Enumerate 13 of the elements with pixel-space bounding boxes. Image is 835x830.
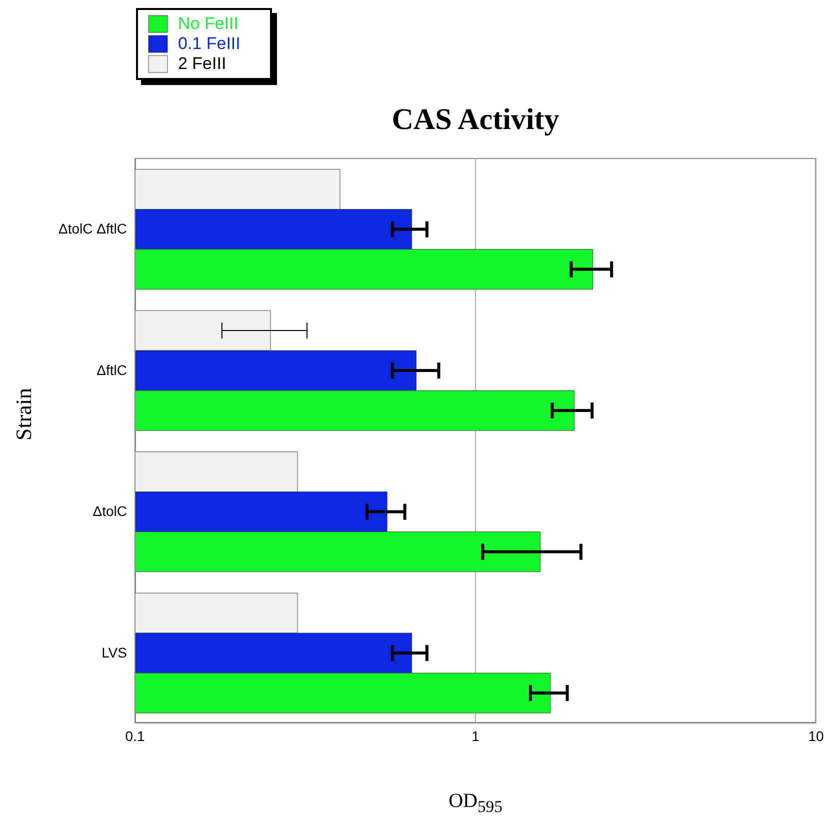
x-tick-label: 0.1 <box>125 728 145 744</box>
chart-title: CAS Activity <box>390 103 560 137</box>
legend-label: No FeIII <box>178 14 238 34</box>
y-axis-title: Strain <box>10 388 36 440</box>
x-tick-label: 1 <box>472 728 480 744</box>
y-tick-label: LVS <box>102 644 127 660</box>
legend-label: 2 FeIII <box>178 54 226 74</box>
y-tick-label: ΔtolC <box>92 503 127 520</box>
x-tick-label: 10 <box>808 728 824 744</box>
legend-label: 0.1 FeIII <box>178 34 240 54</box>
x-axis-title: OD$_{595}$ <box>448 790 502 816</box>
y-tick-label: ΔftlC <box>96 362 127 378</box>
y-tick-label: ΔtolC ΔftlC <box>58 220 127 237</box>
